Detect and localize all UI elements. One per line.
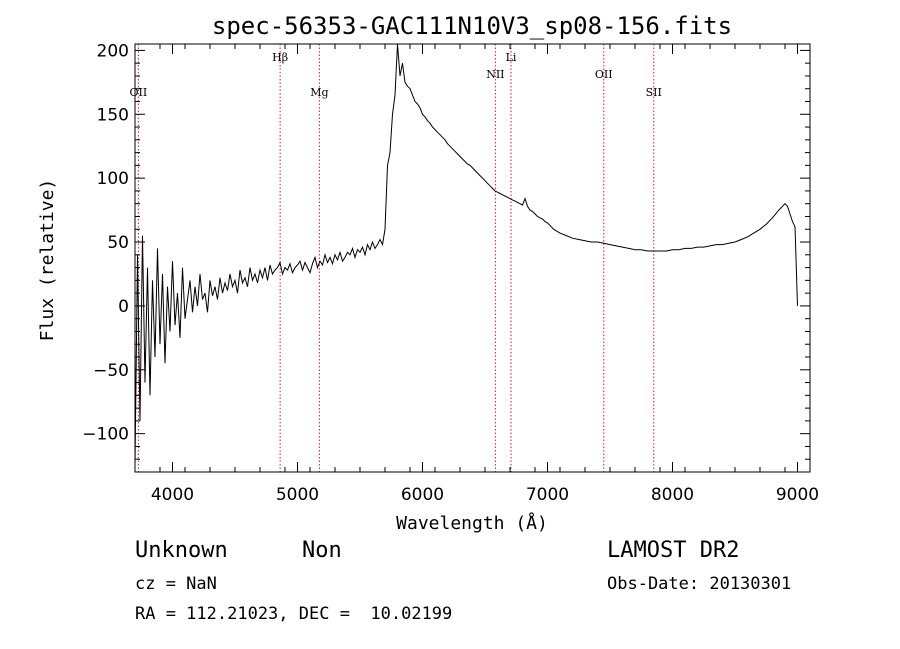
obs-date-label: Obs-Date: 20130301	[607, 574, 792, 594]
spectral-line-label: NII	[486, 68, 504, 81]
x-tick-label: 7000	[526, 485, 569, 505]
spectral-line-label: Li	[506, 51, 517, 64]
object-class-label: Unknown	[135, 538, 228, 563]
x-axis-label: Wavelength (Å)	[396, 512, 548, 534]
coordinates-label: RA = 112.21023, DEC = 10.02199	[135, 604, 453, 624]
spectral-line-label: OII	[130, 86, 148, 99]
spectrum-line	[134, 43, 798, 466]
spectral-line-label: OII	[595, 68, 613, 81]
plot-frame	[134, 43, 811, 473]
x-tick-label: 9000	[776, 485, 819, 505]
x-tick-label: 4000	[151, 485, 194, 505]
y-tick-label: 0	[118, 297, 129, 317]
spectral-line-label: Hβ	[272, 51, 288, 64]
redshift-label: cz = NaN	[135, 574, 217, 594]
y-axis-label: Flux (relative)	[37, 179, 58, 342]
y-tick-label: 50	[107, 233, 129, 253]
spectral-line-label: Mg	[310, 86, 328, 99]
survey-label: LAMOST DR2	[607, 538, 740, 563]
y-tick-label: 100	[97, 169, 129, 189]
spectral-line-label: SII	[646, 86, 662, 99]
y-tick-label: −100	[82, 425, 129, 445]
x-tick-label: 5000	[276, 485, 319, 505]
y-tick-label: −50	[93, 361, 129, 381]
x-tick-label: 6000	[401, 485, 444, 505]
chart-title: spec-56353-GAC111N10V3_sp08-156.fits	[212, 12, 732, 40]
y-tick-label: 150	[97, 105, 129, 125]
object-subclass-label: Non	[302, 538, 342, 563]
y-tick-label: 200	[97, 41, 129, 61]
x-tick-label: 8000	[651, 485, 694, 505]
